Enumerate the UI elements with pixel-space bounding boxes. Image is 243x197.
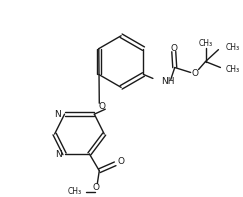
Text: O: O (99, 102, 106, 111)
Text: O: O (117, 157, 124, 166)
Text: O: O (93, 183, 100, 192)
Text: CH₃: CH₃ (226, 43, 240, 52)
Text: CH₃: CH₃ (67, 187, 81, 196)
Text: N: N (55, 150, 61, 159)
Text: CH₃: CH₃ (226, 65, 240, 74)
Text: O: O (192, 69, 199, 78)
Text: CH₃: CH₃ (199, 39, 213, 48)
Text: NH: NH (161, 77, 174, 86)
Text: O: O (170, 44, 177, 53)
Text: N: N (54, 110, 61, 119)
